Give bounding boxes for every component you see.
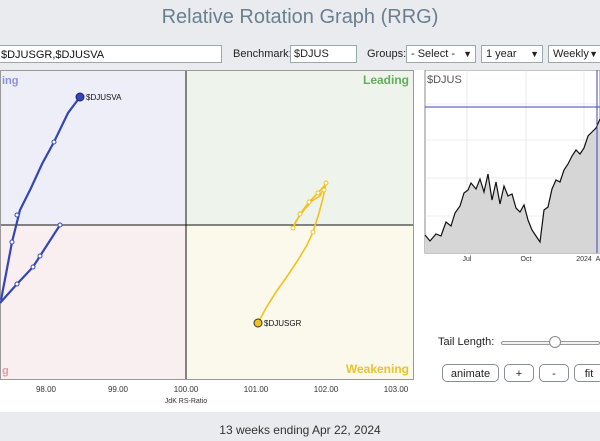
animate-button[interactable]: animate	[442, 364, 499, 382]
leading-label: Leading	[363, 73, 409, 87]
rrg-controls: Tail Length: animate + - fit	[425, 260, 600, 390]
period-select-value: 1 year	[486, 48, 517, 60]
tail-point	[57, 222, 63, 228]
djusva-tail[interactable]: $DJUSVA	[0, 92, 122, 304]
x-tick-label: 100.00	[174, 385, 199, 394]
mini-x-label: 2024	[576, 256, 592, 263]
mini-x-label: Jul	[463, 256, 472, 263]
groups-label: Groups:	[367, 48, 407, 60]
zoom-out-button[interactable]: -	[539, 364, 569, 382]
tail-point	[30, 264, 36, 270]
tail-point	[297, 211, 303, 217]
tail-point	[9, 239, 15, 245]
benchmark-label: Benchmark:	[233, 48, 292, 60]
x-tick-label: 102.00	[314, 385, 339, 394]
tail-length-slider-handle[interactable]	[549, 336, 561, 348]
x-tick-label: 98.00	[36, 385, 57, 394]
tail-length-label: Tail Length:	[438, 336, 495, 348]
frequency-select[interactable]: Weekly ▼	[548, 45, 600, 63]
x-tick-label: 101.00	[244, 385, 269, 394]
rrg-chart[interactable]: ing Leading g Weakening $DJUSVA	[0, 70, 600, 412]
tail-point	[51, 139, 57, 145]
x-axis-title: JdK RS-Ratio	[165, 398, 208, 405]
x-tick-label: 99.00	[108, 385, 129, 394]
plot-border	[0, 70, 414, 380]
toolbar: $DJUSGR,$DJUSVA Benchmark: $DJUS Groups:…	[0, 44, 600, 66]
leading-quadrant	[186, 70, 414, 225]
improving-quadrant	[0, 70, 186, 225]
djusva-tail-line	[0, 96, 81, 301]
mini-x-label: A	[596, 256, 600, 263]
djusva-label: $DJUSVA	[86, 93, 122, 102]
chevron-down-icon: ▼	[530, 49, 539, 59]
djusva-head-point[interactable]	[75, 92, 85, 102]
period-select[interactable]: 1 year ▼	[481, 45, 543, 63]
tail-point	[321, 187, 327, 193]
mini-chart-symbol: $DJUS	[427, 74, 462, 86]
tail-point	[315, 190, 321, 196]
djusgr-head-point[interactable]	[253, 318, 263, 328]
fit-button[interactable]: fit	[574, 364, 600, 382]
lagging-quadrant	[0, 225, 186, 380]
weakening-label: Weakening	[346, 362, 409, 376]
mini-x-label: Oct	[521, 256, 532, 263]
lagging-label: g	[2, 365, 9, 377]
tail-point	[37, 253, 43, 259]
groups-select-value: - Select -	[411, 48, 456, 60]
tail-point	[323, 180, 329, 186]
zoom-in-button[interactable]: +	[504, 364, 534, 382]
tail-point	[290, 225, 296, 231]
djusgr-tail[interactable]: $DJUSGR	[253, 180, 329, 328]
mini-chart: $DJUS Jul Oct 2024 A	[424, 70, 600, 263]
x-tick-label: 103.00	[384, 385, 409, 394]
weakening-quadrant	[186, 225, 414, 380]
footer-date-range: 13 weeks ending Apr 22, 2024	[219, 423, 381, 437]
tail-point	[14, 212, 20, 218]
tail-point	[310, 229, 316, 235]
groups-select[interactable]: - Select - ▼	[406, 45, 476, 63]
chevron-down-icon: ▼	[589, 49, 598, 59]
djusgr-label: $DJUSGR	[264, 319, 302, 328]
mini-chart-area	[425, 119, 600, 253]
tail-point	[14, 281, 20, 287]
page-title: Relative Rotation Graph (RRG)	[161, 6, 439, 28]
mini-chart-line	[424, 118, 600, 244]
improving-label: ing	[2, 75, 19, 87]
frequency-select-value: Weekly	[553, 48, 589, 60]
symbols-input[interactable]: $DJUSGR,$DJUSVA	[0, 45, 222, 63]
chevron-down-icon: ▼	[463, 49, 472, 59]
benchmark-input[interactable]: $DJUS	[290, 45, 357, 63]
tail-point	[306, 199, 312, 205]
